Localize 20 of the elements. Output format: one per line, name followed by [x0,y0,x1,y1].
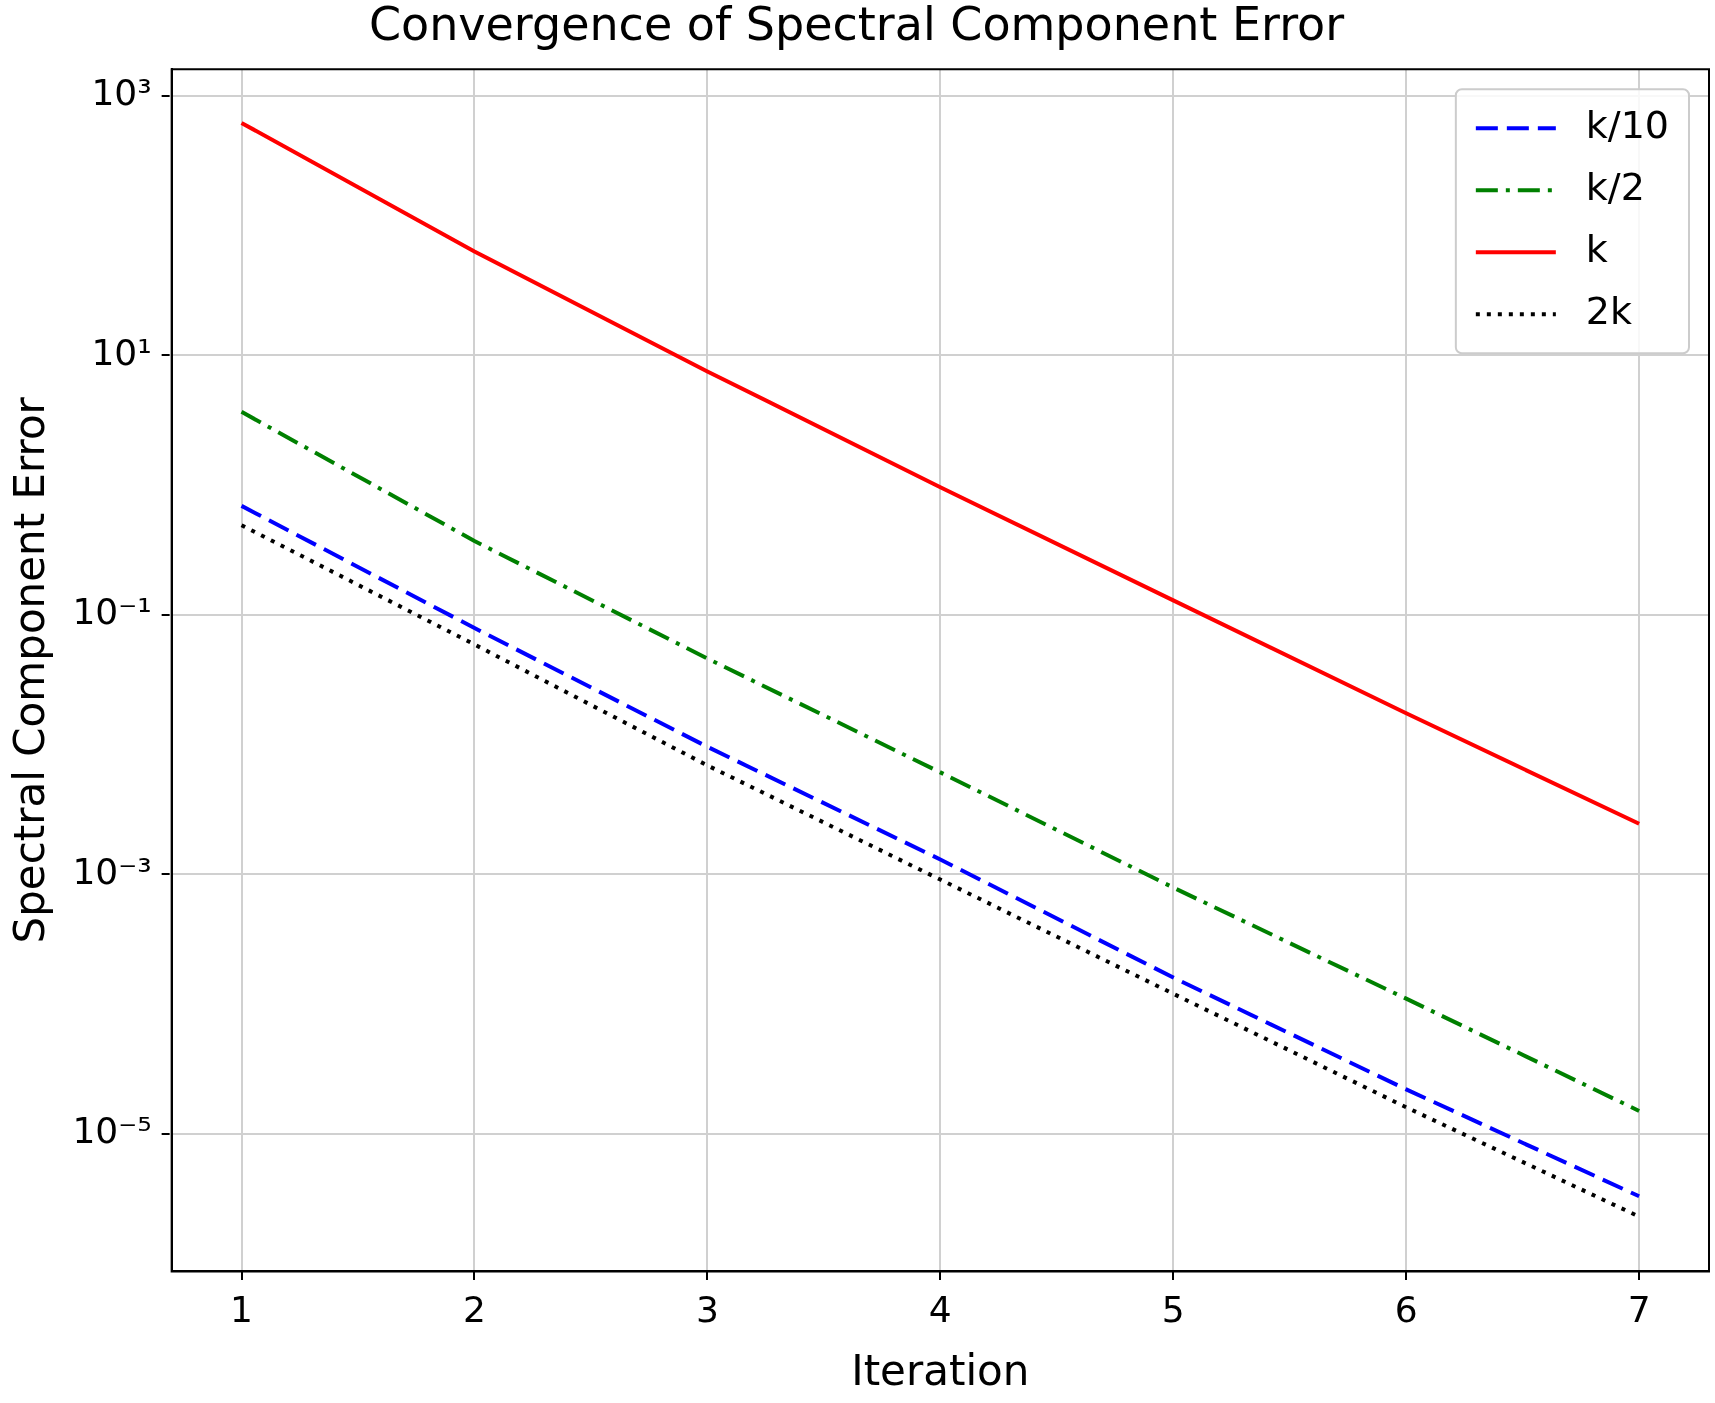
y-tick-label: 10⁻¹ [72,591,152,633]
x-tick-label: 6 [1394,1289,1418,1331]
x-tick-label: 1 [230,1289,253,1331]
y-axis-title: Spectral Component Error [5,396,55,944]
x-tick-label: 2 [463,1289,486,1331]
legend-label: k/10 [1585,103,1670,148]
y-tick-label: 10⁻⁵ [72,1110,152,1152]
chart-title: Convergence of Spectral Component Error [368,0,1345,51]
y-tick-label: 10³ [91,72,152,114]
x-tick-label: 4 [928,1289,952,1331]
y-tick-label: 10⁻³ [72,850,152,892]
x-axis-title: Iteration [851,1345,1030,1395]
x-tick-label: 5 [1161,1289,1185,1331]
legend-label: k/2 [1585,165,1645,210]
y-tick-label: 10¹ [91,331,152,373]
line-series [239,409,1642,1113]
legend-label: k [1585,227,1608,272]
x-tick-label: 3 [695,1289,719,1331]
x-tick-label: 7 [1627,1289,1651,1331]
legend-label: 2k [1585,289,1633,334]
